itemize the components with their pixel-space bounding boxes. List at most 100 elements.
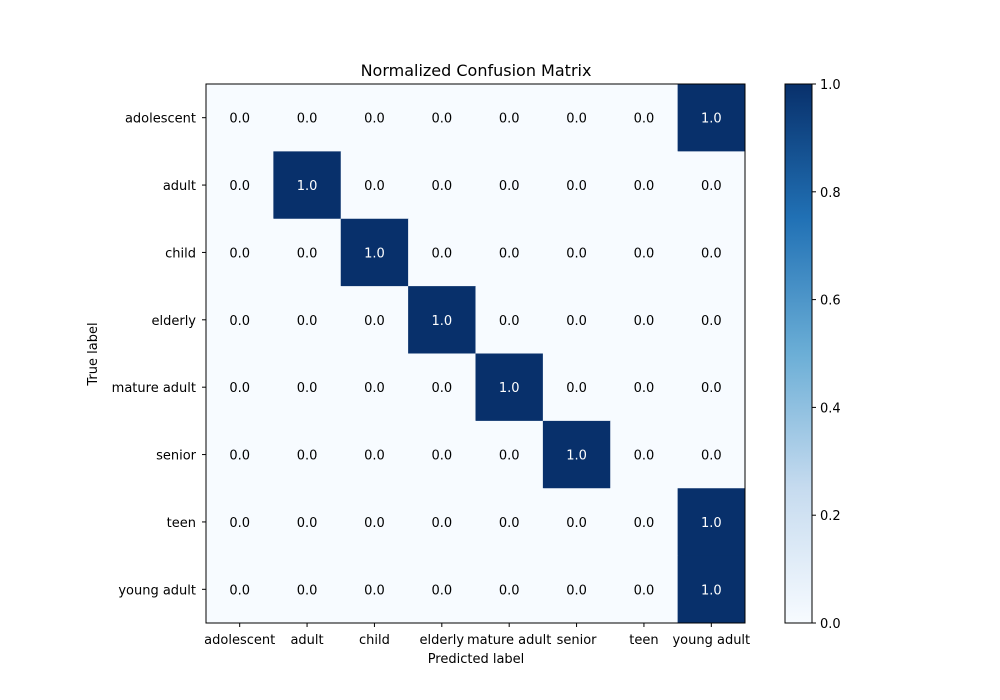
heatmap-cell bbox=[408, 420, 476, 489]
cell-value-label: 0.0 bbox=[229, 112, 250, 127]
heatmap-cell bbox=[340, 488, 409, 557]
cell-value-label: 0.0 bbox=[431, 381, 452, 396]
heatmap-cell bbox=[273, 353, 342, 422]
heatmap-cell bbox=[475, 218, 544, 287]
cell-value-label: 0.0 bbox=[701, 246, 722, 261]
x-tick-label: child bbox=[359, 633, 390, 648]
colorbar-tick-label: 0.0 bbox=[820, 617, 841, 632]
heatmap-cell bbox=[475, 353, 544, 422]
heatmap-cell bbox=[340, 353, 409, 422]
cell-value-label: 0.0 bbox=[566, 516, 587, 531]
cell-value-label: 0.0 bbox=[364, 314, 385, 329]
heatmap-cell bbox=[273, 286, 342, 354]
cell-value-label: 1.0 bbox=[499, 381, 520, 396]
x-axis-label: Predicted label bbox=[428, 652, 525, 667]
x-tick-label: adult bbox=[290, 633, 323, 648]
cell-value-label: 0.0 bbox=[701, 449, 722, 464]
heatmap-cell bbox=[677, 286, 746, 354]
cell-value-label: 1.0 bbox=[701, 583, 722, 598]
y-tick-label: elderly bbox=[151, 314, 196, 329]
heatmap-cell bbox=[408, 488, 476, 557]
heatmap-cell bbox=[475, 488, 544, 557]
heatmap-cell bbox=[408, 286, 476, 354]
cell-value-label: 0.0 bbox=[634, 583, 655, 598]
heatmap-cell bbox=[677, 218, 746, 287]
cell-value-label: 0.0 bbox=[431, 179, 452, 194]
heatmap-cell bbox=[273, 555, 342, 624]
y-tick-label: adolescent bbox=[125, 112, 196, 127]
cell-value-label: 1.0 bbox=[364, 246, 385, 261]
cell-value-label: 0.0 bbox=[297, 112, 318, 127]
colorbar-tick-label: 0.6 bbox=[820, 294, 841, 309]
heatmap-cell bbox=[542, 353, 611, 422]
y-tick-label: child bbox=[165, 246, 196, 261]
cell-value-label: 0.0 bbox=[499, 516, 520, 531]
cell-value-label: 0.0 bbox=[701, 179, 722, 194]
heatmap-cell bbox=[542, 151, 611, 220]
colorbar-tick-label: 0.4 bbox=[820, 401, 841, 416]
y-tick-label: senior bbox=[156, 449, 197, 464]
x-axis-ticks: adolescent adult child elderly mature adult s… bbox=[204, 623, 750, 648]
cell-value-label: 0.0 bbox=[634, 179, 655, 194]
heatmap-cell bbox=[340, 286, 409, 354]
cell-value-label: 0.0 bbox=[634, 381, 655, 396]
heatmap-cell bbox=[677, 420, 746, 489]
x-tick-label: elderly bbox=[420, 633, 465, 648]
cell-value-label: 0.0 bbox=[297, 449, 318, 464]
cell-value-label: 0.0 bbox=[634, 314, 655, 329]
heatmap-cell bbox=[610, 353, 679, 422]
heatmap-cell bbox=[273, 151, 342, 220]
heatmap-cell bbox=[408, 353, 476, 422]
heatmap-cell bbox=[206, 488, 274, 557]
heatmap-cell bbox=[206, 151, 274, 220]
cell-value-label: 0.0 bbox=[229, 246, 250, 261]
cell-value-label: 0.0 bbox=[229, 583, 250, 598]
cell-value-label: 0.0 bbox=[229, 516, 250, 531]
heatmap-cell bbox=[677, 84, 746, 152]
heatmap-cell bbox=[475, 420, 544, 489]
cell-value-label: 0.0 bbox=[364, 381, 385, 396]
heatmap-cell bbox=[475, 286, 544, 354]
heatmap-cell bbox=[340, 84, 409, 152]
cell-value-label: 1.0 bbox=[566, 449, 587, 464]
colorbar-tick-label: 0.2 bbox=[820, 509, 841, 524]
cell-value-label: 0.0 bbox=[297, 246, 318, 261]
heatmap-cell bbox=[206, 84, 274, 152]
heatmap-cell bbox=[408, 151, 476, 220]
cell-value-label: 0.0 bbox=[634, 112, 655, 127]
heatmap-cell bbox=[273, 84, 342, 152]
y-tick-label: young adult bbox=[118, 583, 196, 598]
cell-value-label: 0.0 bbox=[297, 516, 318, 531]
colorbar-tick-label: 0.8 bbox=[820, 186, 841, 201]
heatmap-cell bbox=[340, 218, 409, 287]
cell-value-label: 0.0 bbox=[701, 381, 722, 396]
heatmap-cell bbox=[610, 420, 679, 489]
cell-value-label: 1.0 bbox=[431, 314, 452, 329]
heatmap-cell bbox=[206, 353, 274, 422]
heatmap-cell bbox=[677, 353, 746, 422]
cell-value-label: 0.0 bbox=[364, 516, 385, 531]
heatmap-cell bbox=[610, 488, 679, 557]
y-axis-label: True label bbox=[86, 322, 101, 386]
cell-value-label: 0.0 bbox=[297, 381, 318, 396]
heatmap-cell bbox=[542, 488, 611, 557]
cell-value-label: 0.0 bbox=[229, 381, 250, 396]
heatmap-cell bbox=[677, 151, 746, 220]
x-tick-label: adolescent bbox=[204, 633, 275, 648]
cell-value-label: 1.0 bbox=[297, 179, 318, 194]
x-tick-label: teen bbox=[629, 633, 658, 648]
y-tick-label: mature adult bbox=[112, 381, 196, 396]
cell-value-label: 0.0 bbox=[364, 112, 385, 127]
heatmap-cell bbox=[408, 218, 476, 287]
heatmap-cells bbox=[206, 84, 746, 624]
cell-value-label: 0.0 bbox=[566, 381, 587, 396]
y-tick-label: adult bbox=[163, 179, 196, 194]
heatmap-cell bbox=[340, 555, 409, 624]
heatmap-cell bbox=[273, 488, 342, 557]
chart-title: Normalized Confusion Matrix bbox=[361, 61, 592, 80]
heatmap-cell bbox=[542, 555, 611, 624]
cell-value-label: 0.0 bbox=[364, 449, 385, 464]
cell-value-label: 0.0 bbox=[701, 314, 722, 329]
heatmap-cell bbox=[610, 286, 679, 354]
cell-value-label: 0.0 bbox=[566, 583, 587, 598]
